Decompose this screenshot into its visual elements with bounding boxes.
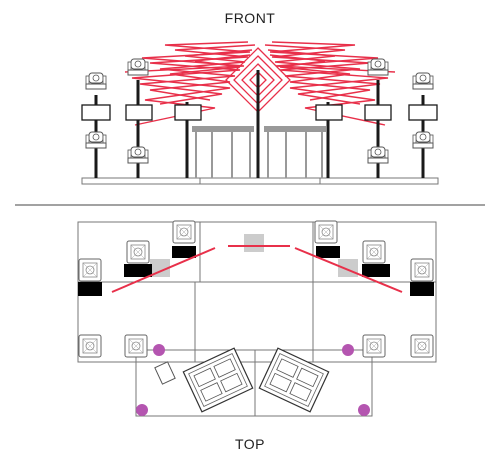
moving-head-light-icon [412, 72, 434, 90]
front-view-title: FRONT [224, 10, 276, 26]
spot-marker-icon [136, 404, 148, 416]
small-monitor [154, 361, 176, 385]
front-boxes [81, 104, 438, 121]
moving-head-light-icon [126, 240, 150, 264]
spot-marker-icon [342, 344, 354, 356]
stage-deck [81, 177, 439, 185]
front-tables [192, 126, 326, 178]
top-laser-lines [111, 245, 403, 293]
moving-head-light-icon [127, 146, 149, 164]
top-view-title: TOP [234, 436, 266, 452]
spot-marker-icon [358, 404, 370, 416]
laser-fan-left [124, 41, 256, 126]
laser-fan-right [264, 41, 396, 126]
moving-head-light-icon [85, 131, 107, 149]
dj-table-left [182, 347, 254, 413]
moving-head-light-icon [85, 72, 107, 90]
moving-head-light-icon [78, 334, 102, 358]
top-spots [136, 344, 370, 416]
moving-head-light-icon [314, 220, 338, 244]
moving-head-light-icon [410, 334, 434, 358]
moving-head-light-icon [124, 334, 148, 358]
top-cabinets [78, 246, 434, 296]
moving-head-light-icon [410, 258, 434, 282]
moving-head-light-icon [362, 240, 386, 264]
spot-marker-icon [153, 344, 165, 356]
front-view [81, 41, 439, 185]
moving-head-light-icon [412, 131, 434, 149]
moving-head-light-icon [172, 220, 196, 244]
moving-head-light-icon [367, 58, 389, 76]
top-gray-boxes [150, 234, 358, 277]
dj-table-right [258, 347, 330, 413]
moving-head-light-icon [78, 258, 102, 282]
top-view [77, 220, 437, 417]
top-stage-outline [77, 221, 437, 417]
moving-head-light-icon [367, 146, 389, 164]
moving-head-light-icon [362, 334, 386, 358]
moving-head-light-icon [127, 58, 149, 76]
